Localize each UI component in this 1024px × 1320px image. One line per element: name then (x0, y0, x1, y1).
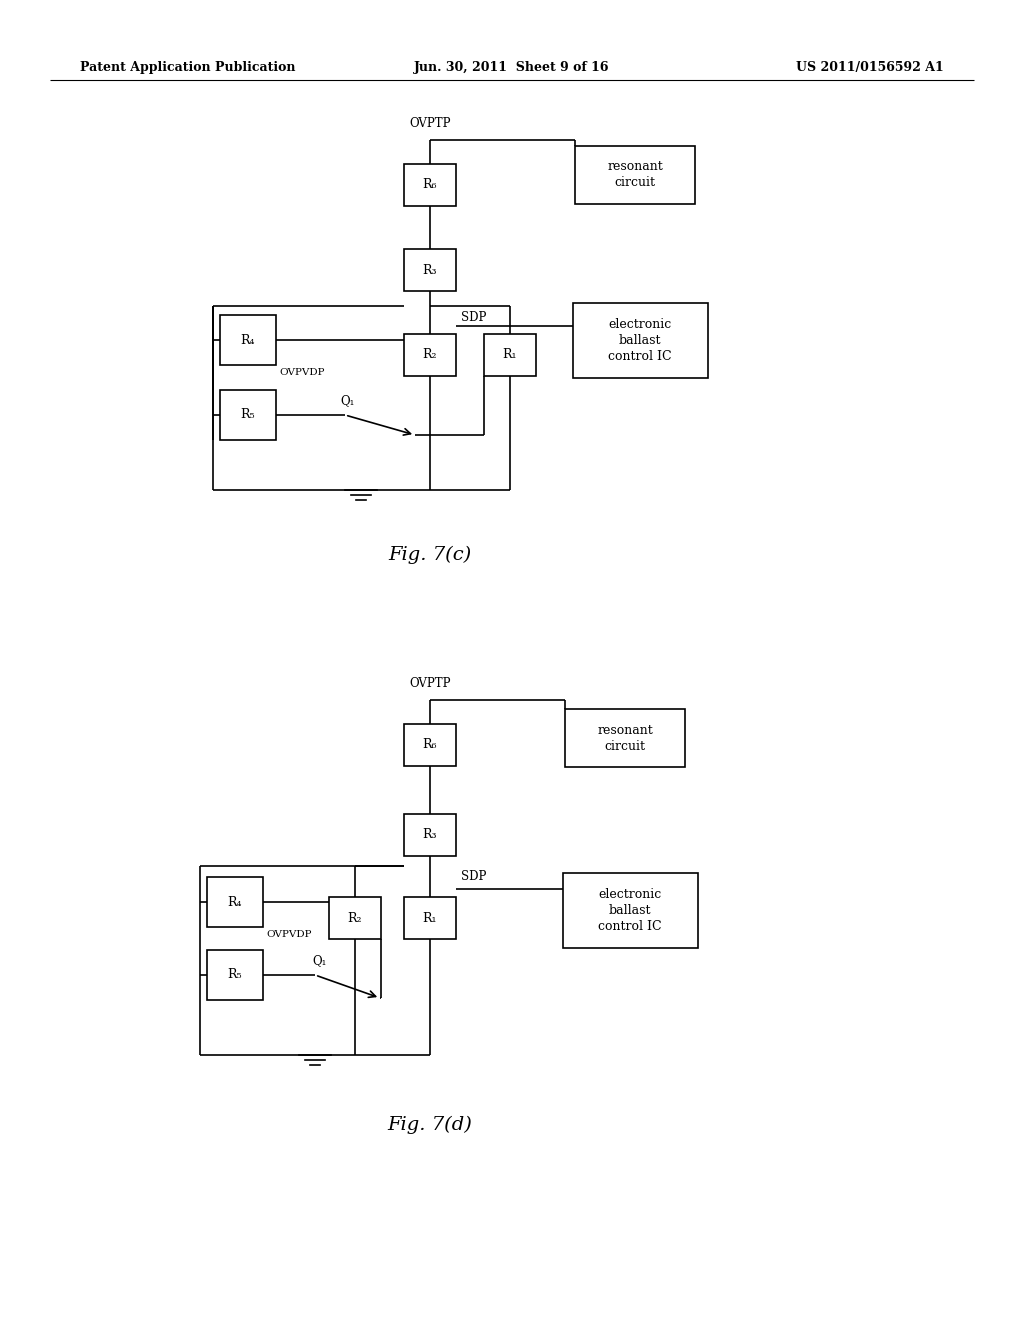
Bar (404, 814, 456, 855)
Text: resonant
circuit: resonant circuit (607, 161, 663, 190)
Text: Patent Application Publication: Patent Application Publication (80, 62, 296, 74)
Text: SDP: SDP (461, 312, 486, 323)
Bar (207, 876, 263, 927)
Text: OVPVDP: OVPVDP (266, 931, 311, 939)
Text: R₄: R₄ (227, 895, 243, 908)
Text: electronic
ballast
control IC: electronic ballast control IC (608, 318, 672, 363)
Bar (220, 389, 276, 440)
Bar (404, 164, 456, 206)
Bar (404, 723, 456, 766)
Bar (207, 950, 263, 1001)
Text: electronic
ballast
control IC: electronic ballast control IC (598, 887, 662, 932)
Text: R₄: R₄ (241, 334, 255, 346)
Bar (575, 147, 695, 205)
Text: R₅: R₅ (241, 408, 255, 421)
Text: Q₁: Q₁ (312, 954, 327, 968)
Bar (404, 334, 456, 376)
Text: R₂: R₂ (423, 348, 437, 362)
Text: Fig. 7(c): Fig. 7(c) (388, 546, 472, 564)
Text: R₆: R₆ (423, 738, 437, 751)
Text: R₆: R₆ (423, 178, 437, 191)
Text: US 2011/0156592 A1: US 2011/0156592 A1 (797, 62, 944, 74)
Bar (484, 334, 536, 376)
Text: R₁: R₁ (423, 912, 437, 924)
Text: Fig. 7(d): Fig. 7(d) (387, 1115, 472, 1134)
Text: SDP: SDP (461, 870, 486, 883)
Text: Q₁: Q₁ (340, 393, 354, 407)
Text: OVPVDP: OVPVDP (279, 368, 325, 378)
Bar (565, 709, 685, 767)
Bar (562, 873, 697, 948)
Bar (404, 898, 456, 939)
Bar (404, 249, 456, 290)
Text: R₂: R₂ (348, 912, 362, 924)
Text: OVPTP: OVPTP (410, 117, 451, 129)
Text: R₃: R₃ (423, 264, 437, 276)
Bar (220, 315, 276, 366)
Bar (572, 302, 708, 378)
Bar (329, 898, 381, 939)
Text: OVPTP: OVPTP (410, 677, 451, 690)
Text: R₃: R₃ (423, 829, 437, 842)
Text: Jun. 30, 2011  Sheet 9 of 16: Jun. 30, 2011 Sheet 9 of 16 (415, 62, 609, 74)
Text: R₅: R₅ (227, 969, 243, 982)
Text: R₁: R₁ (503, 348, 517, 362)
Text: resonant
circuit: resonant circuit (597, 723, 653, 752)
